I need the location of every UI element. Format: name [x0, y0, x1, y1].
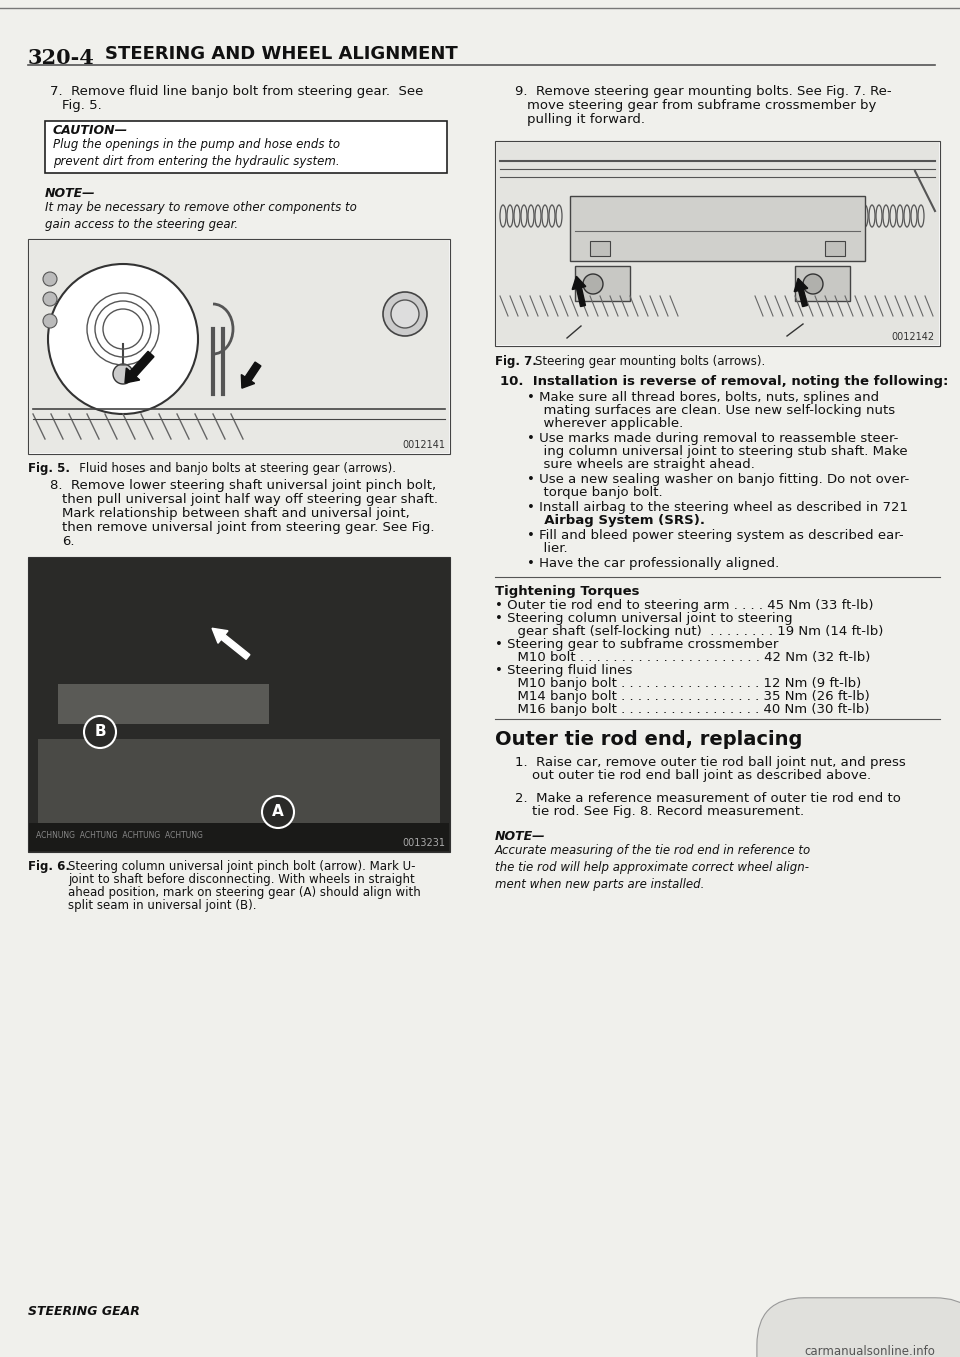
- Text: 10.  Installation is reverse of removal, noting the following:: 10. Installation is reverse of removal, …: [500, 375, 948, 388]
- Text: A: A: [272, 805, 284, 820]
- Text: • Use marks made during removal to reassemble steer-: • Use marks made during removal to reass…: [527, 432, 899, 445]
- Text: torque banjo bolt.: torque banjo bolt.: [535, 486, 662, 499]
- Text: out outer tie rod end ball joint as described above.: out outer tie rod end ball joint as desc…: [532, 769, 871, 782]
- Text: Outer tie rod end, replacing: Outer tie rod end, replacing: [495, 730, 803, 749]
- Bar: [28, 556, 450, 852]
- Text: Steering gear mounting bolts (arrows).: Steering gear mounting bolts (arrows).: [535, 356, 765, 368]
- Text: 320-4: 320-4: [28, 47, 95, 68]
- Text: Fig. 5.: Fig. 5.: [28, 461, 70, 475]
- Text: lier.: lier.: [535, 541, 567, 555]
- Text: then pull universal joint half way off steering gear shaft.: then pull universal joint half way off s…: [62, 493, 438, 506]
- Text: • Use a new sealing washer on banjo fitting. Do not over-: • Use a new sealing washer on banjo fitt…: [527, 474, 909, 486]
- Text: M14 banjo bolt . . . . . . . . . . . . . . . . . 35 Nm (26 ft-lb): M14 banjo bolt . . . . . . . . . . . . .…: [509, 689, 870, 703]
- Text: • Steering column universal joint to steering: • Steering column universal joint to ste…: [495, 612, 793, 626]
- Text: Plug the openings in the pump and hose ends to
prevent dirt from entering the hy: Plug the openings in the pump and hose e…: [53, 138, 340, 168]
- Bar: [58, 684, 269, 725]
- Circle shape: [43, 292, 57, 305]
- Bar: [38, 740, 440, 837]
- Text: STEERING AND WHEEL ALIGNMENT: STEERING AND WHEEL ALIGNMENT: [105, 45, 458, 62]
- Text: Fig. 5.: Fig. 5.: [62, 99, 102, 113]
- Circle shape: [391, 300, 419, 328]
- Text: M10 bolt . . . . . . . . . . . . . . . . . . . . . . 42 Nm (32 ft-lb): M10 bolt . . . . . . . . . . . . . . . .…: [509, 651, 871, 664]
- Bar: [29, 822, 449, 851]
- Text: M16 banjo bolt . . . . . . . . . . . . . . . . . 40 Nm (30 ft-lb): M16 banjo bolt . . . . . . . . . . . . .…: [509, 703, 870, 716]
- Text: mating surfaces are clean. Use new self-locking nuts: mating surfaces are clean. Use new self-…: [535, 404, 895, 417]
- Bar: [825, 242, 845, 256]
- Text: Steering column universal joint pinch bolt (arrow). Mark U-: Steering column universal joint pinch bo…: [68, 860, 416, 873]
- Text: 6.: 6.: [62, 535, 75, 548]
- Text: Accurate measuring of the tie rod end in reference to
the tie rod will help appr: Accurate measuring of the tie rod end in…: [495, 844, 811, 892]
- Text: NOTE—: NOTE—: [495, 830, 545, 843]
- Bar: [575, 266, 630, 301]
- Text: • Have the car professionally aligned.: • Have the car professionally aligned.: [527, 556, 780, 570]
- Text: CAUTION—: CAUTION—: [53, 123, 128, 137]
- Text: Mark relationship between shaft and universal joint,: Mark relationship between shaft and univ…: [62, 508, 410, 520]
- Text: M10 banjo bolt . . . . . . . . . . . . . . . . . 12 Nm (9 ft-lb): M10 banjo bolt . . . . . . . . . . . . .…: [509, 677, 861, 689]
- Text: Tightening Torques: Tightening Torques: [495, 585, 639, 598]
- Text: 7.  Remove fluid line banjo bolt from steering gear.  See: 7. Remove fluid line banjo bolt from ste…: [50, 85, 423, 98]
- Text: 9.  Remove steering gear mounting bolts. See Fig. 7. Re-: 9. Remove steering gear mounting bolts. …: [515, 85, 892, 98]
- Text: • Install airbag to the steering wheel as described in 721: • Install airbag to the steering wheel a…: [527, 501, 908, 514]
- FancyArrow shape: [125, 351, 154, 383]
- Text: Fig. 7.: Fig. 7.: [495, 356, 537, 368]
- Text: It may be necessary to remove other components to
gain access to the steering ge: It may be necessary to remove other comp…: [45, 201, 357, 231]
- Text: • Outer tie rod end to steering arm . . . . 45 Nm (33 ft-lb): • Outer tie rod end to steering arm . . …: [495, 598, 874, 612]
- Text: sure wheels are straight ahead.: sure wheels are straight ahead.: [535, 459, 755, 471]
- Circle shape: [43, 271, 57, 286]
- Text: Airbag System (SRS).: Airbag System (SRS).: [535, 514, 705, 527]
- Circle shape: [803, 274, 823, 294]
- Text: wherever applicable.: wherever applicable.: [535, 417, 684, 430]
- Text: 1.  Raise car, remove outer tie rod ball joint nut, and press: 1. Raise car, remove outer tie rod ball …: [515, 756, 905, 769]
- Text: • Make sure all thread bores, bolts, nuts, splines and: • Make sure all thread bores, bolts, nut…: [527, 391, 879, 404]
- Bar: [28, 239, 450, 455]
- Text: ACHNUNG  ACHTUNG  ACHTUNG  ACHTUNG: ACHNUNG ACHTUNG ACHTUNG ACHTUNG: [36, 830, 203, 840]
- Text: • Steering fluid lines: • Steering fluid lines: [495, 664, 633, 677]
- Text: carmanualsonline.info: carmanualsonline.info: [804, 1345, 935, 1357]
- FancyArrow shape: [794, 278, 807, 307]
- Text: 0013231: 0013231: [402, 839, 445, 848]
- Bar: [570, 195, 865, 261]
- Bar: [795, 266, 850, 301]
- Circle shape: [84, 716, 116, 748]
- Text: 8.  Remove lower steering shaft universal joint pinch bolt,: 8. Remove lower steering shaft universal…: [50, 479, 436, 493]
- Bar: [29, 240, 449, 453]
- Text: tie rod. See Fig. 8. Record measurement.: tie rod. See Fig. 8. Record measurement.: [532, 805, 804, 818]
- Text: move steering gear from subframe crossmember by: move steering gear from subframe crossme…: [527, 99, 876, 113]
- Text: pulling it forward.: pulling it forward.: [527, 113, 645, 126]
- Circle shape: [48, 265, 198, 414]
- Circle shape: [383, 292, 427, 337]
- Bar: [495, 141, 940, 346]
- Circle shape: [262, 797, 294, 828]
- Circle shape: [583, 274, 603, 294]
- Text: split seam in universal joint (B).: split seam in universal joint (B).: [68, 898, 256, 912]
- Text: ing column universal joint to steering stub shaft. Make: ing column universal joint to steering s…: [535, 445, 907, 459]
- Circle shape: [113, 364, 133, 384]
- Text: 0012142: 0012142: [892, 332, 935, 342]
- FancyArrow shape: [212, 628, 250, 660]
- Text: 2.  Make a reference measurement of outer tie rod end to: 2. Make a reference measurement of outer…: [515, 792, 900, 805]
- FancyArrow shape: [572, 277, 586, 307]
- Bar: [496, 142, 939, 345]
- FancyArrow shape: [241, 362, 261, 388]
- Text: 0012141: 0012141: [402, 440, 445, 451]
- Text: STEERING GEAR: STEERING GEAR: [28, 1305, 140, 1318]
- Text: Fluid hoses and banjo bolts at steering gear (arrows).: Fluid hoses and banjo bolts at steering …: [68, 461, 396, 475]
- Text: Fig. 6.: Fig. 6.: [28, 860, 70, 873]
- Text: joint to shaft before disconnecting. With wheels in straight: joint to shaft before disconnecting. Wit…: [68, 873, 415, 886]
- FancyBboxPatch shape: [45, 121, 447, 172]
- Text: • Fill and bleed power steering system as described ear-: • Fill and bleed power steering system a…: [527, 529, 903, 541]
- Text: ahead position, mark on steering gear (A) should align with: ahead position, mark on steering gear (A…: [68, 886, 420, 898]
- Text: then remove universal joint from steering gear. See Fig.: then remove universal joint from steerin…: [62, 521, 435, 535]
- Bar: [590, 242, 610, 256]
- Text: gear shaft (self-locking nut)  . . . . . . . . 19 Nm (14 ft-lb): gear shaft (self-locking nut) . . . . . …: [509, 626, 883, 638]
- Circle shape: [43, 313, 57, 328]
- Text: B: B: [94, 725, 106, 740]
- Text: NOTE—: NOTE—: [45, 187, 96, 199]
- Text: • Steering gear to subframe crossmember: • Steering gear to subframe crossmember: [495, 638, 779, 651]
